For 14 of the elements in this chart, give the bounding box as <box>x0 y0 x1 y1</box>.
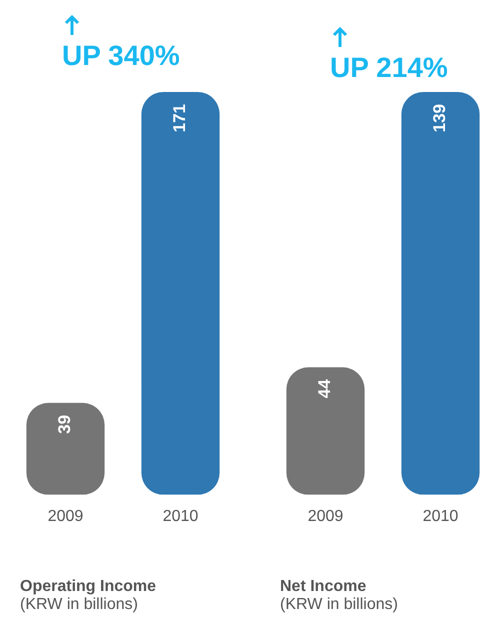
text: UP 214% <box>330 52 448 84</box>
x-tick-label: 2009 <box>48 508 84 525</box>
x-tick-label: 2010 <box>422 508 458 525</box>
x-tick-label: 2010 <box>162 508 198 525</box>
text: (KRW in billions) <box>280 596 399 614</box>
text: (KRW in billions) <box>20 596 139 614</box>
text: Net Income <box>280 578 368 596</box>
x-tick-label: 2009 <box>308 508 344 525</box>
text: UP 340% <box>62 40 180 72</box>
data-label: 39 <box>55 414 74 434</box>
data-label: 44 <box>315 378 334 398</box>
data-label: 171 <box>170 104 190 132</box>
text: Operating Income <box>20 578 158 596</box>
data-label: 139 <box>430 104 450 132</box>
